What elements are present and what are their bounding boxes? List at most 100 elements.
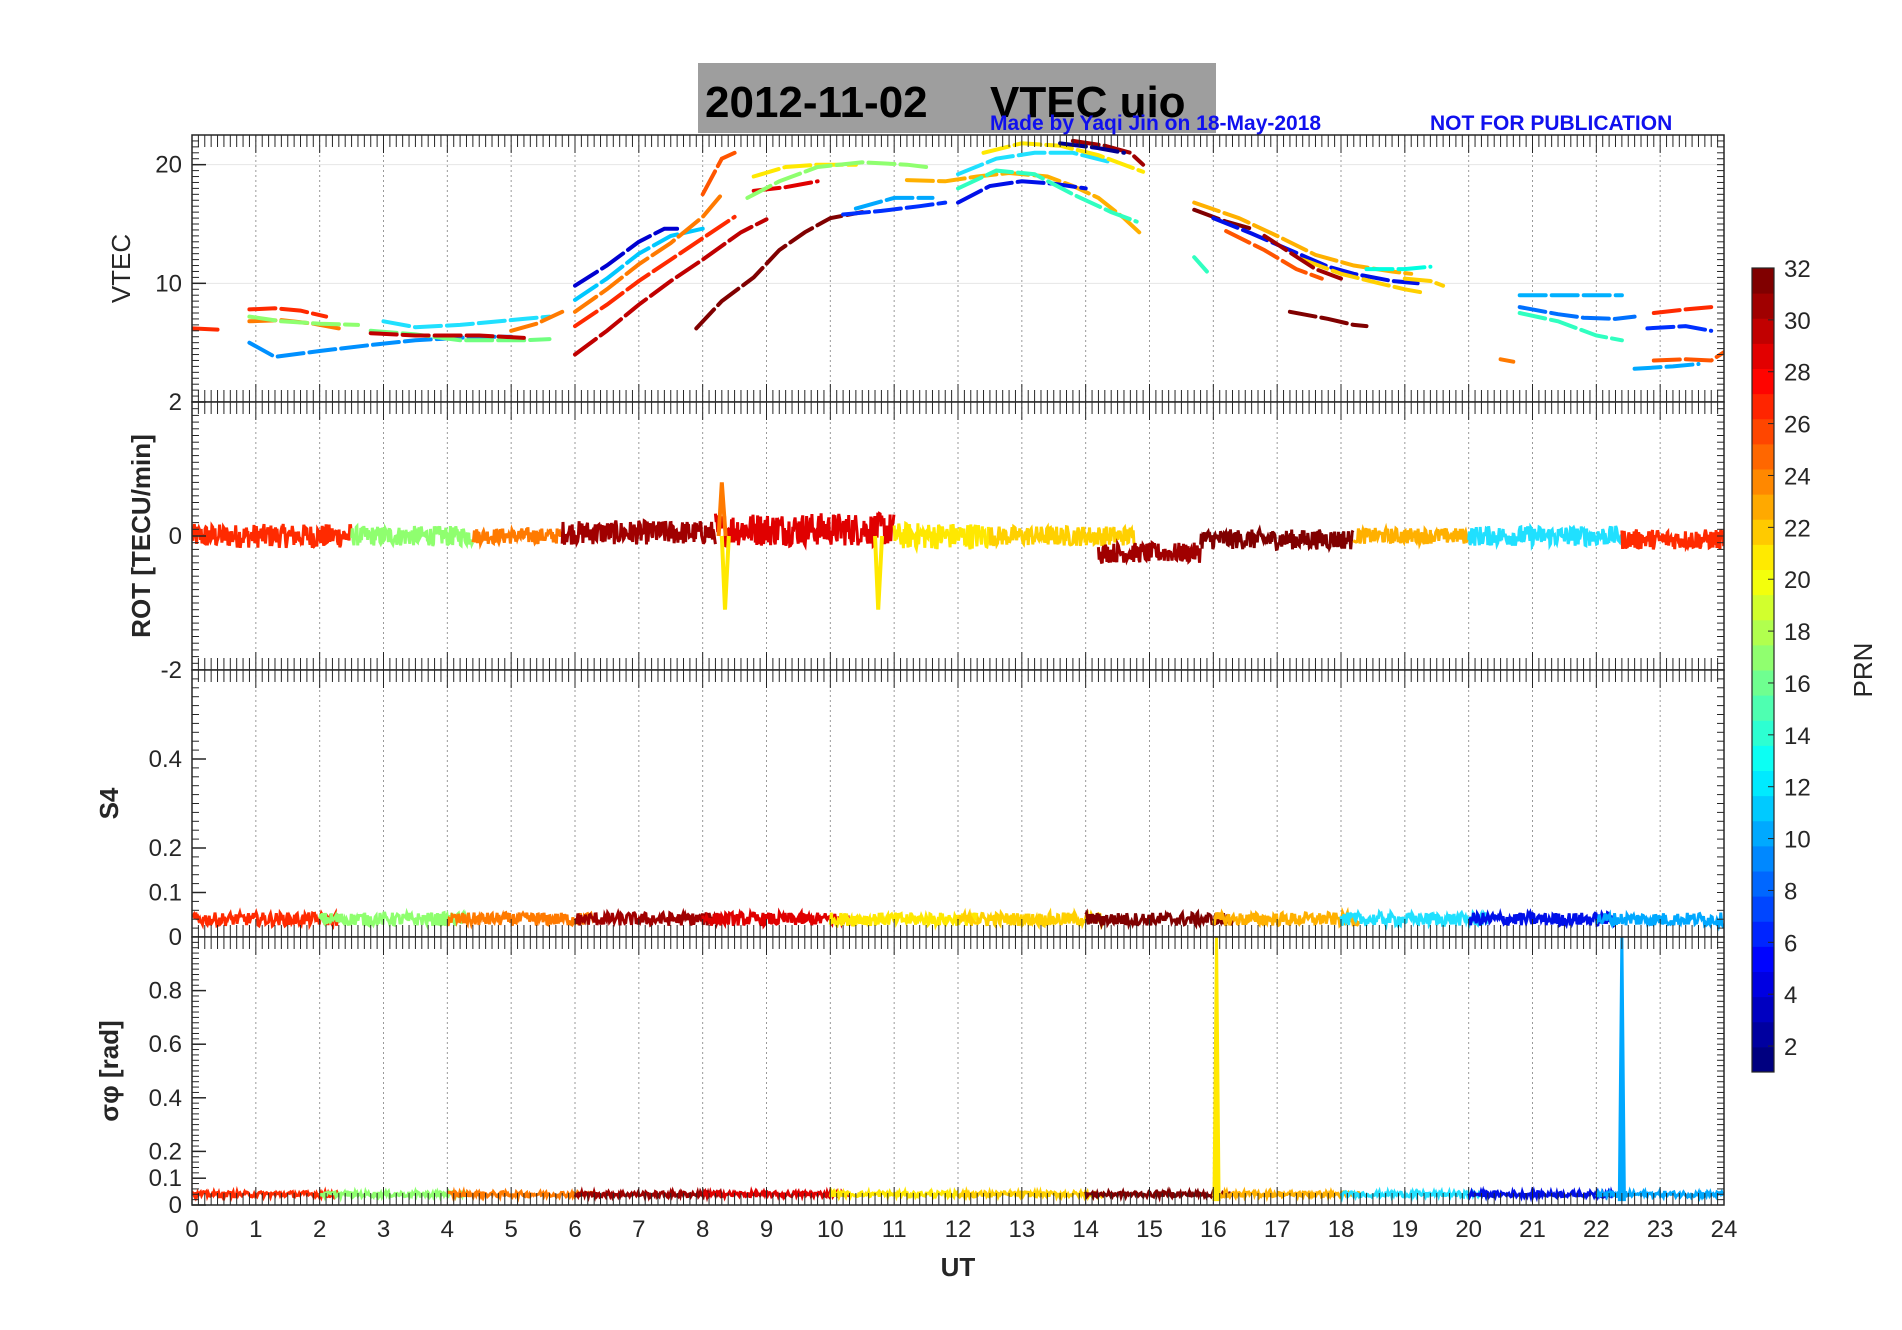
colorbar-tick-label: 4 (1784, 982, 1797, 1009)
rot-segment-prn-32 (1199, 524, 1355, 554)
y-tick-label: 0.8 (149, 978, 182, 1005)
rot-segment-prn-31 (1096, 538, 1202, 566)
colorbar-tick-label: 14 (1784, 723, 1811, 750)
vtec-series-prn-30 (573, 217, 769, 357)
y-tick-label: 0.2 (149, 835, 182, 862)
vtec-series-prn-12 (381, 314, 552, 330)
colorbar-tick-label: 6 (1784, 930, 1797, 957)
colorbar-swatch (1752, 368, 1774, 395)
rot-segment-prn-24 (471, 524, 564, 550)
vtec-series-prn-14 (956, 168, 1139, 224)
s4-trace (1468, 908, 1617, 930)
sigma_phi-trace (701, 1186, 851, 1202)
s4-trace (828, 909, 979, 931)
plot-area (192, 138, 1724, 371)
colorbar-swatch (1752, 695, 1774, 721)
vtec-series-prn-26 (1651, 350, 1724, 363)
colorbar-swatch (1752, 871, 1774, 897)
vtec-series-prn-17 (368, 328, 552, 343)
vtec-series-prn-32 (694, 210, 865, 331)
colorbar-frame (1751, 267, 1775, 1073)
colorbar-swatch (1752, 544, 1774, 570)
y-axis-label: VTEC (106, 234, 136, 303)
x-tick-label: 4 (441, 1216, 454, 1243)
x-tick-label: 0 (185, 1216, 198, 1243)
rot-segment-prn-29 (713, 511, 896, 551)
colorbar-swatch (1752, 745, 1774, 771)
title-background (698, 63, 1216, 133)
colorbar-tick-label: 20 (1784, 567, 1811, 594)
colorbar-swatch (1752, 820, 1774, 847)
sigma_phi-spike-prn-9 (1617, 937, 1626, 1202)
vtec-series-prn-24 (509, 309, 565, 333)
colorbar-tick-label: 26 (1784, 412, 1811, 439)
sigma_phi-trace (828, 1186, 979, 1202)
vtec-series-prn-22 (904, 170, 1146, 238)
colorbar-swatch (1752, 644, 1774, 671)
rot-spike-prn-24 (716, 482, 728, 537)
vtec-series-prn-14 (1192, 255, 1209, 274)
colorbar-swatch (1752, 519, 1774, 545)
vtec-series-prn-31 (1070, 138, 1146, 167)
x-tick-label: 22 (1583, 1216, 1610, 1243)
vtec-series-prn-28 (1651, 305, 1714, 315)
vtec-series-prn-13 (1364, 264, 1433, 272)
colorbar-swatch (1752, 293, 1774, 319)
vtec-series-prn-3 (573, 226, 680, 288)
x-tick-label: 21 (1519, 1216, 1546, 1243)
y-tick-label: 0 (169, 523, 182, 550)
colorbar-tick-label: 12 (1784, 775, 1811, 802)
rot-segment-prn-12 (1467, 522, 1623, 551)
colorbar-swatch (1752, 845, 1774, 872)
s4-trace (573, 907, 723, 930)
x-tick-label: 3 (377, 1216, 390, 1243)
vtec-series-prn-4 (956, 179, 1088, 205)
s4-trace (318, 907, 468, 931)
x-tick-label: 24 (1711, 1216, 1738, 1243)
rot-segment-prn-16 (350, 522, 474, 550)
colorbar-label: PRN (1848, 643, 1878, 698)
sigma_phi-trace (318, 1186, 468, 1203)
x-tick-label: 1 (249, 1216, 262, 1243)
vtec-series-prn-21 (1402, 276, 1446, 288)
x-tick-label: 8 (696, 1216, 709, 1243)
x-axis-label: UT (941, 1252, 976, 1282)
colorbar-swatch (1752, 1021, 1774, 1048)
sigma_phi-trace (957, 1186, 1106, 1202)
y-tick-label: 0 (169, 1192, 182, 1219)
title-date: 2012-11-02 (705, 78, 928, 127)
s4-trace (1211, 906, 1361, 929)
vtec-series-prn-5 (841, 200, 948, 217)
y-tick-label: 0 (169, 924, 182, 951)
panel-sigma_phi: 00.10.2 0.4 0.6 0.8 σφ [rad] (94, 936, 1725, 1219)
vtec-series-prn-24 (1498, 357, 1516, 364)
rot-segment-prn-28 (192, 521, 353, 550)
vtec-series-prn-28 (573, 214, 737, 329)
colorbar-swatch (1752, 418, 1774, 445)
colorbar-swatch (1752, 896, 1774, 922)
rot-segment-prn-28 (1620, 527, 1724, 553)
colorbar-swatch (1752, 393, 1774, 420)
panel-s4: 0 0.1 0.2 0.4 S4 (94, 669, 1725, 951)
s4-trace (1339, 908, 1489, 931)
colorbar-tick-label: 16 (1784, 671, 1811, 698)
y-tick-label: 10 (155, 270, 182, 297)
colorbar-tick-label: 10 (1784, 827, 1811, 854)
colorbar-swatch (1752, 720, 1774, 746)
colorbar-swatch (1752, 670, 1774, 696)
y-tick-label: 0.2 (149, 1138, 182, 1165)
sigma_phi-trace (1211, 1186, 1362, 1203)
panel-rot: -2 0 2 ROT [TECU/min] (126, 389, 1725, 684)
sigma_phi-trace (192, 1185, 340, 1203)
s4-trace (192, 907, 340, 931)
x-tick-label: 19 (1391, 1216, 1418, 1243)
notice-text: NOT FOR PUBLICATION (1430, 112, 1672, 135)
rot-spike-prn-20 (719, 535, 731, 610)
sigma_phi-spike-prn-20 (1212, 937, 1221, 1202)
y-axis-label: σφ [rad] (94, 1020, 124, 1121)
y-tick-label: 0.6 (149, 1031, 182, 1058)
colorbar-tick-label: 28 (1784, 360, 1811, 387)
rot-spike-prn-20 (873, 535, 885, 610)
